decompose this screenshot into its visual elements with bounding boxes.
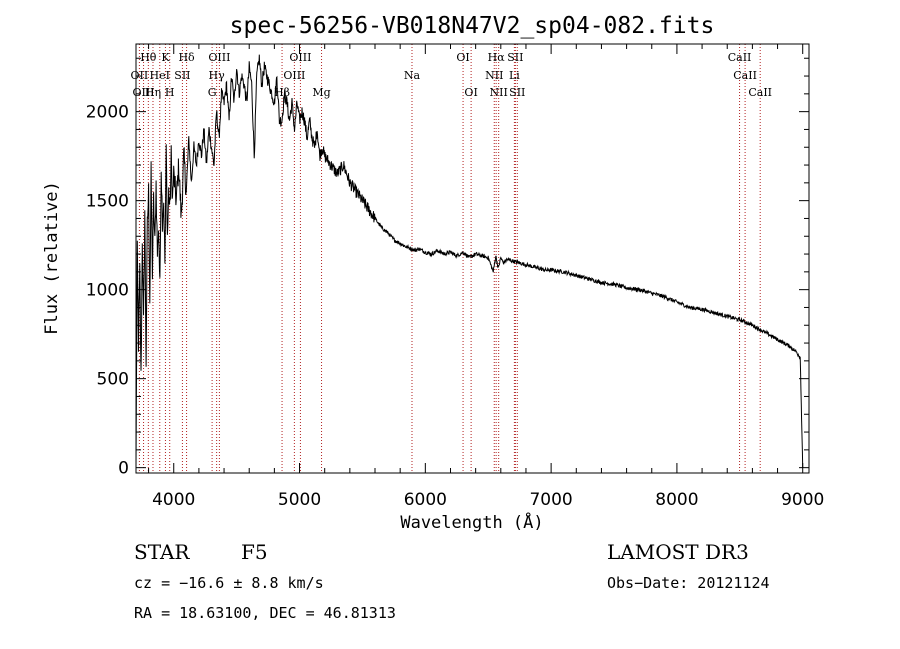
emission-line-markers	[138, 44, 761, 473]
x-tick-label: 5000	[278, 490, 321, 510]
marker-label: G	[208, 86, 217, 99]
observation-date: Obs−Date: 20121124	[607, 574, 770, 592]
x-tick-label: 9000	[781, 490, 824, 510]
chart-title: spec-56256-VB018N47V2_sp04-082.fits	[230, 13, 715, 39]
marker-label: SII	[507, 51, 523, 64]
y-tick-label: 2000	[86, 103, 129, 123]
object-subclass: F5	[241, 540, 268, 564]
marker-label: Na	[404, 69, 421, 82]
y-axis: 0 500 1000 1500 2000	[86, 57, 809, 479]
marker-label: CaII	[748, 86, 772, 99]
y-axis-title: Flux (relative)	[42, 181, 62, 335]
plot-frame	[135, 43, 810, 474]
marker-label: OIII	[289, 51, 311, 64]
marker-label: CaII	[733, 69, 757, 82]
marker-label: Hη	[145, 86, 161, 99]
marker-label: OIII	[283, 69, 305, 82]
y-tick-label: 1500	[86, 192, 129, 212]
marker-label: Hδ	[178, 51, 195, 64]
x-tick-label: 6000	[404, 490, 447, 510]
x-axis-title: Wavelength (Å)	[400, 511, 543, 533]
marker-label: OII	[131, 69, 149, 82]
x-tick-label: 4000	[152, 490, 195, 510]
marker-label: H	[165, 86, 175, 99]
marker-label: Hγ	[209, 69, 226, 82]
marker-label: NII	[490, 86, 508, 99]
coordinates: RA = 18.63100, DEC = 46.81313	[134, 604, 396, 622]
spectrum-series	[135, 54, 804, 468]
y-tick-label: 0	[118, 459, 129, 479]
marker-label: K	[161, 51, 170, 64]
marker-label: OI	[464, 86, 477, 99]
marker-label: Li	[509, 69, 520, 82]
survey-name: LAMOST DR3	[607, 540, 749, 564]
y-tick-label: 1000	[86, 281, 129, 301]
marker-label: Mg	[312, 86, 330, 99]
x-axis: 4000 5000 6000 7000 8000 9000	[148, 44, 824, 510]
marker-label: OIII	[133, 86, 155, 99]
object-class: STAR	[134, 540, 190, 564]
marker-label: Hα	[488, 51, 506, 64]
marker-label: HeI	[150, 69, 170, 82]
x-tick-label: 7000	[529, 490, 572, 510]
marker-label: OIII	[208, 51, 230, 64]
marker-label: SII	[174, 69, 190, 82]
marker-label: SII	[509, 86, 525, 99]
redshift-velocity: cz = −16.6 ± 8.8 km/s	[134, 574, 324, 592]
marker-label: Hθ	[140, 51, 157, 64]
marker-label: Hβ	[274, 86, 290, 99]
line-marker-labels: Hθ OII OIII K HeI Hη Hδ SII H OIII Hγ G OIII OIII Hβ Mg…	[131, 51, 772, 99]
marker-label: OI	[456, 51, 469, 64]
marker-label: NII	[485, 69, 503, 82]
x-tick-label: 8000	[655, 490, 698, 510]
marker-label: CaII	[728, 51, 752, 64]
spectrum-line	[135, 54, 804, 468]
y-tick-label: 500	[97, 370, 129, 390]
